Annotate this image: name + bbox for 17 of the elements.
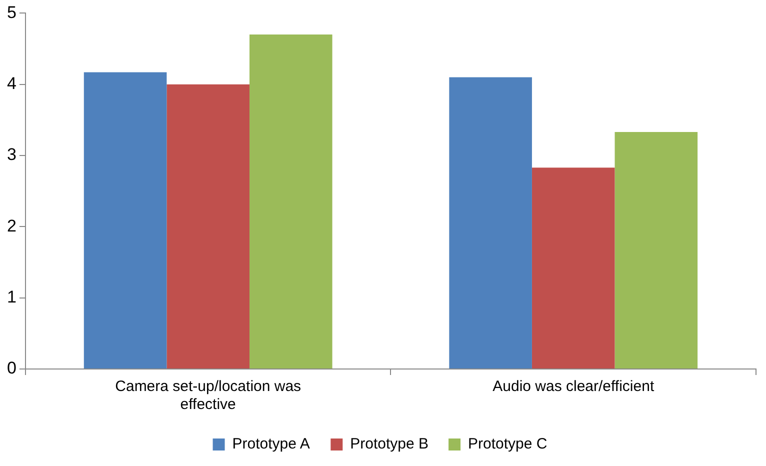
bar xyxy=(449,77,532,368)
y-tick-label: 1 xyxy=(6,288,16,307)
bar xyxy=(532,168,615,368)
legend-label: Prototype C xyxy=(468,436,548,453)
x-tick-label: Camera set-up/location was effective xyxy=(115,378,302,414)
y-tick-label: 4 xyxy=(6,74,16,94)
bar xyxy=(614,132,698,368)
y-tick-label: 3 xyxy=(6,145,16,164)
y-tick-label: 2 xyxy=(6,216,16,236)
y-tick-label: 0 xyxy=(6,358,16,378)
bar xyxy=(84,72,167,368)
legend-label: Prototype A xyxy=(232,436,310,453)
legend-label: Prototype B xyxy=(350,436,429,453)
x-tick-label: Audio was clear/efficient xyxy=(492,378,655,396)
bar xyxy=(249,34,332,368)
y-tick-label: 5 xyxy=(6,2,16,22)
bar xyxy=(166,84,250,368)
